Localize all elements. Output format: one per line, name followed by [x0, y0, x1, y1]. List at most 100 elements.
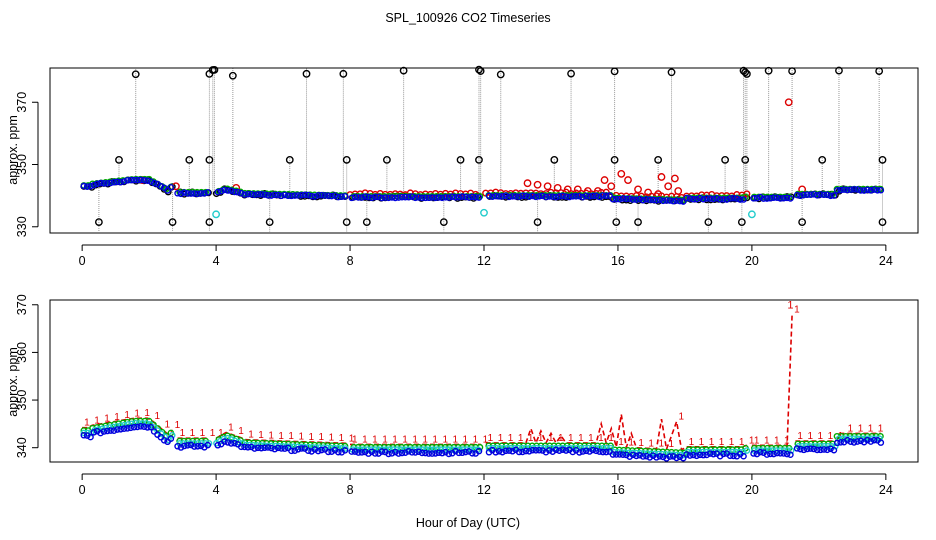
bottom-y-axis-label: approx. ppm — [6, 347, 20, 416]
bottom-flagged-marker: 1 — [382, 434, 388, 445]
top-blue-point — [264, 192, 272, 199]
bottom-blue-point — [817, 446, 824, 454]
bottom-blue-point — [294, 445, 302, 453]
top-raw-spike-point — [115, 155, 123, 164]
top-blue-point — [177, 190, 185, 198]
bottom-blue-point — [237, 443, 245, 451]
bottom-flagged-marker: 1 — [329, 433, 335, 444]
bottom-blue-point — [777, 449, 784, 457]
top-blue-point — [750, 195, 757, 202]
bottom-blue-point — [663, 455, 670, 462]
bottom-blue-point — [693, 452, 700, 460]
top-blue-point — [425, 194, 433, 202]
bottom-blue-point — [505, 447, 513, 454]
bottom-blue-point — [468, 449, 476, 457]
bottom-flagged-marker: 1 — [180, 428, 186, 439]
top-blue-point — [653, 196, 660, 204]
top-blue-point — [525, 193, 533, 201]
bottom-blue-point — [328, 448, 335, 455]
bottom-blue-point — [432, 450, 439, 457]
bottom-blue-point — [435, 449, 443, 457]
top-blue-point — [234, 188, 242, 196]
bottom-y-tick-label: 350 — [15, 390, 29, 411]
top-y-tick-label: 330 — [15, 216, 29, 237]
bottom-blue-point — [261, 444, 268, 452]
bottom-flagged-marker: 1 — [878, 423, 884, 434]
bottom-flagged-marker: 1 — [473, 434, 479, 445]
top-blue-point — [582, 192, 590, 200]
top-blue-point — [686, 195, 694, 202]
bottom-blue-point — [274, 444, 282, 452]
bottom-blue-point — [318, 446, 325, 454]
top-blue-point — [130, 176, 138, 184]
bottom-blue-point — [569, 448, 577, 456]
bottom-flagged-marker: 1 — [538, 433, 544, 444]
top-blue-point — [606, 192, 613, 199]
bottom-blue-point — [522, 447, 530, 455]
bottom-blue-point — [271, 445, 279, 453]
top-flagged-point — [674, 187, 683, 195]
top-blue-point — [730, 194, 737, 202]
top-raw-spike-point — [94, 218, 103, 227]
top-raw-spike-point — [475, 65, 483, 74]
top-blue-point — [214, 188, 222, 196]
top-raw-spike-point — [496, 70, 505, 79]
bottom-blue-point — [137, 422, 145, 430]
bottom-blue-point — [452, 447, 459, 455]
bottom-blue-point — [502, 447, 510, 455]
top-blue-point — [492, 192, 500, 200]
bottom-blue-point — [160, 436, 168, 444]
bottom-flagged-marker: 1 — [709, 437, 715, 448]
bottom-blue-point — [854, 438, 861, 445]
bottom-blue-point — [877, 439, 885, 446]
bottom-plot-frame — [49, 299, 919, 463]
top-blue-point — [596, 193, 603, 201]
top-blue-point — [515, 193, 523, 200]
top-blue-point — [673, 197, 680, 204]
top-blue-point — [793, 191, 801, 199]
top-blue-point — [529, 192, 536, 200]
bottom-x-tick-label: 0 — [79, 483, 86, 497]
top-raw-spike-point — [265, 218, 274, 227]
top-blue-point — [599, 192, 607, 199]
bottom-blue-point — [499, 448, 506, 456]
top-blue-point — [586, 193, 593, 200]
top-blue-point — [375, 193, 382, 201]
top-x-tick-label: 20 — [745, 254, 759, 268]
bottom-blue-point — [247, 443, 255, 451]
top-blue-point — [388, 194, 396, 201]
top-blue-point — [509, 192, 516, 200]
bottom-blue-point — [107, 427, 114, 434]
top-blue-point — [304, 191, 312, 199]
top-blue-point — [341, 192, 349, 200]
top-blue-point — [465, 194, 473, 201]
bottom-blue-point — [258, 444, 265, 452]
bottom-blue-point — [144, 424, 151, 431]
bottom-blue-point — [703, 451, 710, 459]
top-blue-point — [455, 193, 463, 201]
bottom-blue-point — [602, 448, 610, 456]
bottom-cyan-point — [154, 427, 161, 434]
bottom-flagged-marker: 1 — [349, 433, 355, 444]
top-raw-spike-point — [168, 218, 177, 227]
bottom-blue-point — [355, 449, 362, 456]
bottom-flagged-marker: 1 — [144, 408, 150, 419]
bottom-flagged-marker: 1 — [797, 431, 803, 442]
top-blue-point — [328, 192, 335, 200]
bottom-flagged-marker: 1 — [483, 434, 489, 445]
bottom-flagged-marker: 1 — [488, 433, 494, 444]
top-blue-point — [683, 194, 690, 202]
top-blue-point — [499, 193, 506, 200]
top-flagged-point — [664, 182, 673, 191]
top-blue-point — [147, 178, 155, 185]
top-flagged-point — [784, 98, 793, 107]
bottom-blue-point — [314, 447, 322, 455]
top-blue-point — [854, 186, 861, 193]
top-blue-point — [442, 194, 449, 201]
top-blue-point — [679, 198, 687, 205]
top-raw-spike-point — [439, 218, 448, 227]
bottom-blue-point — [562, 447, 570, 454]
top-blue-point — [592, 192, 600, 200]
top-raw-spike-point — [818, 155, 827, 164]
bottom-blue-point — [462, 448, 469, 456]
